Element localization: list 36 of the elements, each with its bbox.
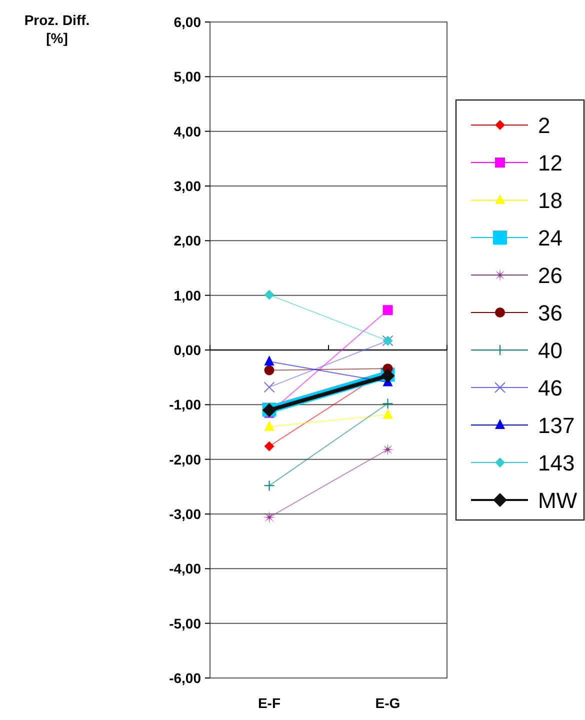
legend-label: 12	[538, 150, 562, 176]
text: Proz. Diff. [%]	[24, 12, 90, 46]
y-tick-label: -2,00	[169, 451, 202, 468]
legend-label: 143	[538, 450, 575, 476]
legend-label: 36	[538, 300, 562, 326]
legend-label: 18	[538, 188, 562, 213]
point	[262, 510, 276, 524]
legend-label: 137	[538, 413, 575, 438]
point	[264, 365, 274, 376]
point	[382, 305, 393, 316]
y-tick-label: 6,00	[174, 14, 202, 30]
y-tick-label: 5,00	[174, 68, 202, 85]
legend-label: 40	[538, 338, 562, 363]
x-tick-label: E-F	[258, 695, 281, 711]
legend-label: 46	[538, 376, 562, 400]
point	[264, 290, 274, 300]
y-tick-label: 0,00	[174, 342, 202, 358]
x-tick-label: E-G	[375, 695, 400, 711]
y-tick-label: -3,00	[169, 506, 202, 522]
legend-label: 26	[538, 263, 562, 288]
point	[381, 442, 394, 456]
y-tick-label: 2,00	[174, 232, 202, 249]
legend-label: MW	[538, 488, 578, 513]
point	[264, 441, 274, 452]
y-tick-label: -5,00	[169, 615, 202, 632]
point	[264, 382, 275, 393]
y-tick-label: 3,00	[174, 178, 202, 194]
point	[264, 480, 275, 492]
legend-label: 2	[538, 113, 550, 138]
legend-label: 24	[538, 226, 562, 250]
y-tick-label: 1,00	[174, 287, 202, 304]
y-tick-label: -4,00	[169, 560, 202, 577]
y-tick-label: 4,00	[174, 123, 202, 140]
point	[382, 398, 394, 410]
y-tick-label: -1,00	[169, 396, 202, 413]
y-tick-label: -6,00	[169, 670, 202, 686]
